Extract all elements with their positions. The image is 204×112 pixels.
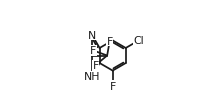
Text: Cl: Cl [133, 36, 143, 46]
Text: F: F [92, 61, 98, 71]
Text: NH: NH [83, 71, 100, 81]
Text: F: F [109, 81, 115, 91]
Text: F: F [106, 36, 112, 46]
Text: F: F [89, 46, 96, 56]
Text: N: N [88, 31, 96, 41]
